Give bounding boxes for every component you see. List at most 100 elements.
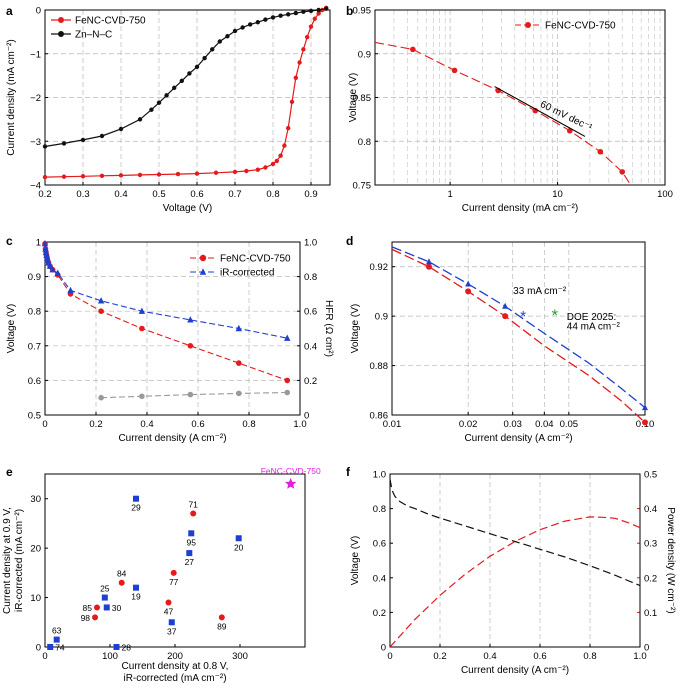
- scatter-label: 71: [188, 500, 198, 510]
- panel-a: 0.2 0.3 0.4 0.5 0.6 0.7 0.8 0.9 −4 −3 −2 −1 0 FeNC-CV…: [6, 6, 331, 214]
- y-tick-label: 0.7: [28, 341, 41, 352]
- scatter-point: [235, 535, 242, 542]
- x-tick-label: 1: [447, 189, 452, 200]
- data-point: [97, 297, 105, 304]
- y-tick-label: 10: [30, 593, 41, 604]
- data-point: [139, 393, 145, 400]
- series-line-red: [391, 248, 646, 423]
- x-axis-label: iR-corrected (mA cm⁻²): [123, 673, 226, 684]
- data-point: [284, 389, 291, 396]
- scatter-point: [285, 477, 297, 489]
- data-point: [42, 144, 48, 149]
- data-point: [187, 343, 194, 349]
- series-line-red: [374, 41, 632, 186]
- x-tick-label: 0: [387, 651, 392, 662]
- plot-frame: [389, 473, 641, 648]
- y-tick-label: 0: [36, 643, 41, 654]
- annotation-doe-line2: 44 mA cm⁻²: [567, 322, 621, 333]
- data-point: [187, 71, 192, 76]
- data-point: [270, 161, 276, 167]
- x-tick-label: 0: [42, 419, 47, 430]
- scatter-label: 77: [169, 577, 179, 587]
- data-point: [80, 174, 86, 179]
- data-point: [255, 167, 260, 172]
- data-point: [244, 168, 249, 174]
- x-tick-label: 0: [42, 651, 47, 662]
- series-line-gray: [101, 391, 288, 399]
- y-tick-label: 0.2: [373, 608, 386, 619]
- data-point: [172, 85, 177, 91]
- data-point: [67, 286, 74, 294]
- series-line-blue: [391, 246, 646, 409]
- scatter-point: [103, 604, 110, 611]
- y-tick-label: −3: [30, 137, 41, 148]
- x-tick-label: 0.8: [583, 651, 596, 662]
- data-point: [138, 307, 146, 314]
- x-tick-label: 100: [657, 189, 673, 200]
- data-point: [270, 15, 276, 20]
- y2-tick-label: 0.3: [644, 539, 657, 550]
- plot-frame: [44, 241, 301, 416]
- panel-label-a: a: [6, 4, 13, 18]
- scatter-point: [118, 579, 125, 586]
- data-point: [156, 100, 162, 105]
- y2-tick-label: 0: [304, 411, 309, 422]
- legend-label: FeNC-CVD-750: [75, 16, 146, 27]
- data-point: [232, 169, 238, 175]
- x-axis-label: Voltage (V): [163, 203, 212, 214]
- y-tick-label: 30: [30, 494, 41, 505]
- data-point: [286, 12, 291, 17]
- x-tick-label: 0.03: [503, 419, 522, 430]
- y-tick-label: 1: [36, 238, 41, 249]
- legend-marker: [58, 17, 64, 23]
- data-point: [410, 46, 416, 53]
- data-point: [202, 55, 207, 61]
- x-axis-label: Current density (A cm⁻²): [464, 433, 572, 444]
- data-point: [137, 172, 143, 178]
- y-tick-label: 0.85: [353, 93, 372, 104]
- data-point: [175, 171, 181, 177]
- data-point: [61, 174, 67, 179]
- plot-frame: [44, 473, 306, 648]
- data-point: [99, 173, 105, 179]
- y-axis-label: Current density at 0.9 V,: [2, 507, 13, 614]
- annotation-33: 33 mA cm⁻²: [513, 286, 567, 297]
- scatter-point: [190, 510, 197, 517]
- data-point: [255, 20, 260, 25]
- x-tick-label: 0.9: [304, 189, 317, 200]
- x-tick-label: 0.4: [140, 419, 153, 430]
- data-point: [54, 269, 61, 276]
- y2-tick-label: 0: [644, 643, 649, 654]
- x-axis-label: Current density (A cm⁻²): [118, 433, 226, 444]
- data-point: [240, 25, 245, 30]
- y-tick-label: 0.8: [28, 307, 41, 318]
- scatter-point: [101, 594, 108, 601]
- panel-d: 0.010.020.030.040.050.100.860.880.90.92*…: [350, 241, 654, 444]
- x-tick-label: 300: [232, 651, 248, 662]
- data-point: [316, 7, 321, 13]
- plot-frame: [374, 9, 666, 186]
- data-point: [164, 93, 169, 98]
- scatter-label: 89: [217, 621, 227, 631]
- scatter-point: [188, 530, 195, 537]
- data-point: [278, 153, 283, 158]
- data-point: [149, 107, 154, 112]
- legend-marker: [199, 254, 207, 262]
- y2-tick-label: 0.8: [304, 272, 317, 283]
- x-tick-label: 0.2: [38, 189, 51, 200]
- scatter-label: 37: [167, 626, 177, 636]
- plot-frame: [391, 241, 646, 416]
- x-tick-label: 0.2: [433, 651, 446, 662]
- scatter-label: 63: [52, 626, 62, 636]
- x-tick-label: 0.8: [242, 419, 255, 430]
- data-point: [465, 280, 472, 287]
- data-point: [80, 137, 86, 143]
- x-tick-label: 100: [102, 651, 118, 662]
- scatter-point: [170, 569, 177, 576]
- data-point: [42, 245, 49, 252]
- y-tick-label: 0.95: [353, 6, 372, 17]
- scatter-point: [218, 614, 225, 621]
